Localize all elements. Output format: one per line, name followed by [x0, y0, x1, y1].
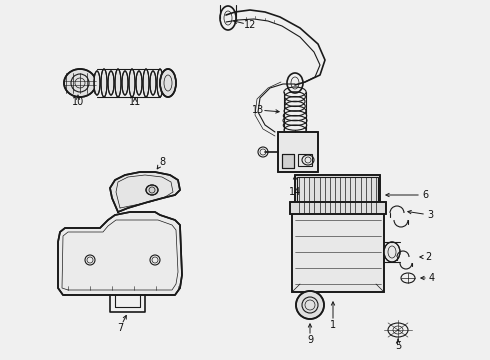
Bar: [282, 154, 294, 168]
Text: 13: 13: [252, 105, 264, 115]
Text: 5: 5: [395, 341, 401, 351]
Bar: [290, 202, 386, 214]
Text: 3: 3: [427, 210, 433, 220]
Text: 4: 4: [429, 273, 435, 283]
Text: 2: 2: [425, 252, 431, 262]
Ellipse shape: [115, 69, 121, 97]
Polygon shape: [110, 172, 180, 212]
Text: 12: 12: [244, 20, 256, 30]
Bar: [292, 212, 384, 292]
Bar: [297, 177, 378, 213]
Bar: [282, 154, 294, 168]
Bar: [278, 132, 318, 172]
Ellipse shape: [160, 69, 176, 97]
Ellipse shape: [108, 71, 114, 95]
Bar: [292, 212, 384, 292]
Ellipse shape: [146, 185, 158, 195]
Bar: [295, 175, 380, 215]
Ellipse shape: [94, 71, 100, 95]
Ellipse shape: [384, 242, 400, 262]
Text: 14: 14: [289, 187, 301, 197]
Bar: [295, 175, 380, 215]
Ellipse shape: [122, 71, 128, 95]
Bar: [278, 132, 318, 172]
Polygon shape: [58, 212, 182, 295]
Text: 11: 11: [129, 97, 141, 107]
Text: 6: 6: [422, 190, 428, 200]
Ellipse shape: [150, 71, 156, 95]
Ellipse shape: [157, 69, 163, 97]
Ellipse shape: [296, 291, 324, 319]
Ellipse shape: [101, 69, 107, 97]
Ellipse shape: [64, 69, 96, 97]
Text: 9: 9: [307, 335, 313, 345]
Ellipse shape: [143, 69, 149, 97]
Ellipse shape: [129, 69, 135, 97]
Bar: [290, 202, 386, 214]
Bar: [298, 154, 312, 166]
Ellipse shape: [136, 71, 142, 95]
Text: 8: 8: [159, 157, 165, 167]
Text: 7: 7: [117, 323, 123, 333]
Text: 10: 10: [72, 97, 84, 107]
Text: 1: 1: [330, 320, 336, 330]
Bar: [294, 204, 382, 212]
